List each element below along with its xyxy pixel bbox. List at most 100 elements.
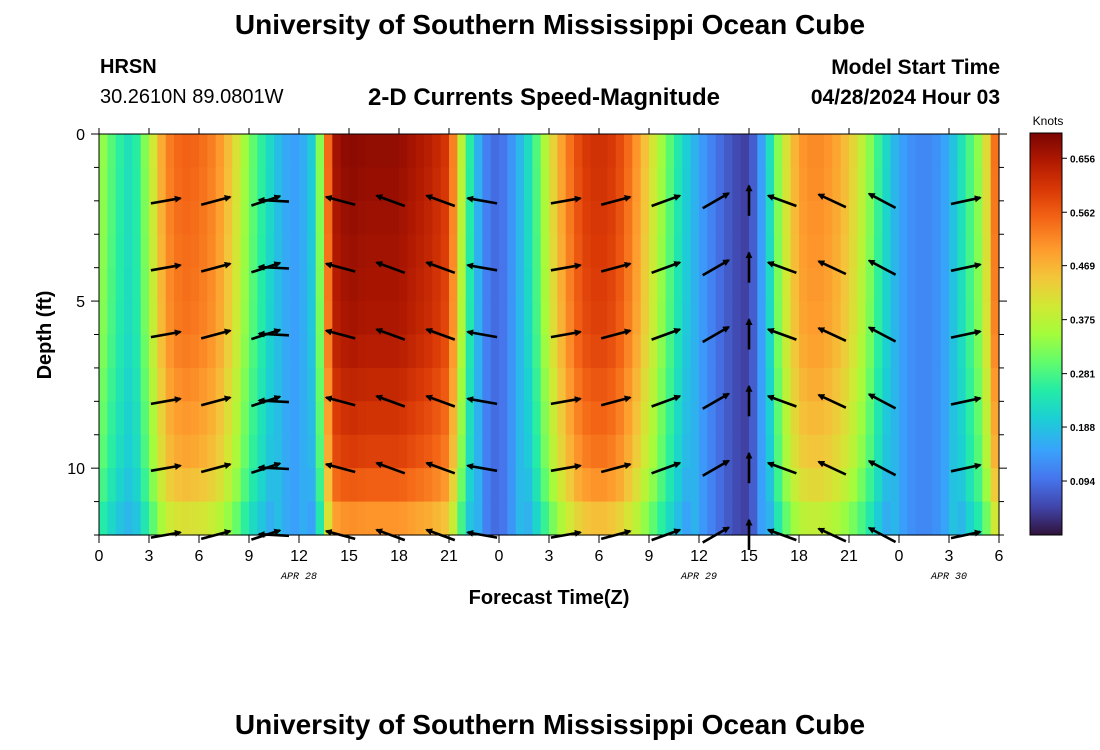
heatmap-cell bbox=[324, 134, 333, 169]
heatmap-cell bbox=[882, 267, 892, 302]
heatmap-cell bbox=[765, 434, 775, 469]
heatmap-cell bbox=[565, 200, 575, 235]
heatmap-cell bbox=[924, 434, 933, 469]
heatmap-cell bbox=[857, 501, 867, 536]
heatmap-cell bbox=[924, 334, 933, 369]
heatmap-cell bbox=[790, 200, 800, 235]
heatmap-cell bbox=[965, 200, 975, 235]
heatmap-cell bbox=[540, 301, 550, 336]
heatmap-cell bbox=[299, 367, 308, 402]
heatmap-cell bbox=[907, 434, 917, 469]
heatmap-cell bbox=[865, 134, 875, 169]
heatmap-cell bbox=[282, 200, 292, 235]
heatmap-cell bbox=[215, 167, 225, 202]
current-vector bbox=[550, 396, 582, 406]
heatmap-cell bbox=[549, 200, 558, 235]
heatmap-cell bbox=[749, 267, 758, 302]
heatmap-cell bbox=[632, 434, 642, 469]
current-vector bbox=[766, 394, 797, 408]
heatmap-cell bbox=[524, 367, 533, 402]
chart-subtitle: 2-D Currents Speed-Magnitude bbox=[368, 84, 721, 111]
heatmap-cell bbox=[374, 501, 383, 536]
heatmap-cell bbox=[357, 434, 367, 469]
heatmap-cell bbox=[390, 334, 400, 369]
heatmap-cell bbox=[699, 367, 708, 402]
heatmap-cell bbox=[307, 167, 317, 202]
heatmap-cell bbox=[140, 234, 150, 269]
heatmap-cell bbox=[874, 434, 883, 469]
heatmap-cell bbox=[682, 401, 692, 436]
heatmap-cell bbox=[499, 267, 508, 302]
heatmap-cell bbox=[715, 267, 725, 302]
heatmap-cell bbox=[415, 367, 425, 402]
heatmap-cell bbox=[332, 401, 342, 436]
heatmap-cell bbox=[232, 334, 242, 369]
heatmap-cell bbox=[799, 501, 808, 536]
heatmap-cell bbox=[832, 434, 842, 469]
heatmap-cell bbox=[565, 334, 575, 369]
heatmap-cell bbox=[657, 301, 667, 336]
heatmap-cell bbox=[390, 234, 400, 269]
heatmap-cell bbox=[932, 134, 942, 169]
heatmap-cell bbox=[932, 267, 942, 302]
heatmap-cell bbox=[549, 267, 558, 302]
heatmap-cell bbox=[482, 267, 492, 302]
heatmap-cell bbox=[99, 434, 108, 469]
heatmap-cell bbox=[382, 468, 392, 503]
heatmap-cell bbox=[532, 267, 542, 302]
heatmap-cell bbox=[207, 334, 217, 369]
heatmap-cell bbox=[307, 234, 317, 269]
heatmap-cell bbox=[399, 334, 408, 369]
heatmap-cell bbox=[649, 468, 658, 503]
heatmap-cell bbox=[782, 401, 792, 436]
heatmap-cell bbox=[557, 200, 567, 235]
heatmap-cell bbox=[115, 267, 125, 302]
current-vector bbox=[867, 459, 897, 477]
heatmap-cell bbox=[724, 334, 733, 369]
heatmap-cell bbox=[557, 301, 567, 336]
heatmap-cell bbox=[874, 401, 883, 436]
heatmap-cell bbox=[557, 501, 567, 536]
heatmap-cell bbox=[149, 334, 158, 369]
heatmap-cell bbox=[624, 434, 633, 469]
heatmap-cell bbox=[732, 134, 742, 169]
heatmap-cell bbox=[399, 468, 408, 503]
heatmap-cell bbox=[157, 167, 167, 202]
heatmap-cell bbox=[307, 334, 317, 369]
heatmap-cell bbox=[282, 434, 292, 469]
heatmap-cell bbox=[590, 367, 600, 402]
heatmap-cell bbox=[340, 468, 350, 503]
heatmap-cell bbox=[315, 501, 325, 536]
heatmap-cell bbox=[690, 501, 700, 536]
heatmap-cell bbox=[265, 301, 275, 336]
heatmap-cell bbox=[249, 434, 258, 469]
heatmap-cell bbox=[507, 434, 517, 469]
current-vector bbox=[600, 395, 632, 407]
heatmap-cell bbox=[849, 134, 858, 169]
heatmap-cell bbox=[107, 301, 117, 336]
current-vector bbox=[867, 192, 897, 210]
heatmap-cell bbox=[332, 434, 342, 469]
heatmap-cell bbox=[290, 367, 300, 402]
heatmap-cell bbox=[874, 501, 883, 536]
current-vector bbox=[867, 326, 897, 343]
current-vector bbox=[950, 262, 982, 273]
heatmap-cell bbox=[899, 234, 908, 269]
heatmap-cell bbox=[482, 167, 492, 202]
heatmap-cell bbox=[290, 501, 300, 536]
heatmap-cell bbox=[174, 468, 183, 503]
heatmap-cell bbox=[640, 134, 650, 169]
heatmap-cell bbox=[949, 167, 958, 202]
heatmap-cell bbox=[432, 200, 442, 235]
heatmap-cell bbox=[590, 501, 600, 536]
current-vector bbox=[766, 261, 797, 275]
heatmap-cell bbox=[224, 468, 233, 503]
heatmap-cell bbox=[682, 501, 692, 536]
current-vector bbox=[466, 262, 498, 272]
heatmap-cell bbox=[957, 334, 967, 369]
heatmap-cell bbox=[874, 301, 883, 336]
heatmap-cell bbox=[199, 200, 208, 235]
heatmap-cell bbox=[882, 468, 892, 503]
heatmap-cell bbox=[357, 167, 367, 202]
heatmap-cell bbox=[424, 334, 433, 369]
